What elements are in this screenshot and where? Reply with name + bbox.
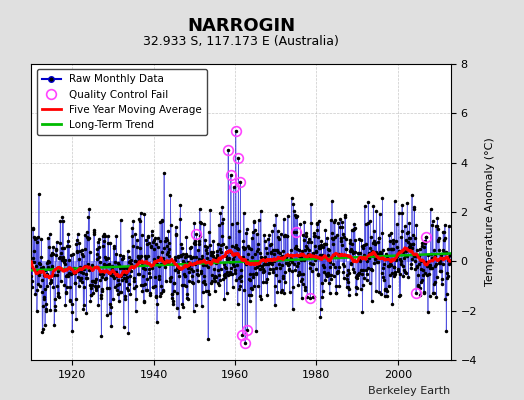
Text: 32.933 S, 117.173 E (Australia): 32.933 S, 117.173 E (Australia) [143, 36, 339, 48]
Legend: Raw Monthly Data, Quality Control Fail, Five Year Moving Average, Long-Term Tren: Raw Monthly Data, Quality Control Fail, … [37, 69, 207, 135]
Text: Berkeley Earth: Berkeley Earth [368, 386, 451, 396]
Y-axis label: Temperature Anomaly (°C): Temperature Anomaly (°C) [485, 138, 495, 286]
Text: NARROGIN: NARROGIN [187, 17, 295, 35]
